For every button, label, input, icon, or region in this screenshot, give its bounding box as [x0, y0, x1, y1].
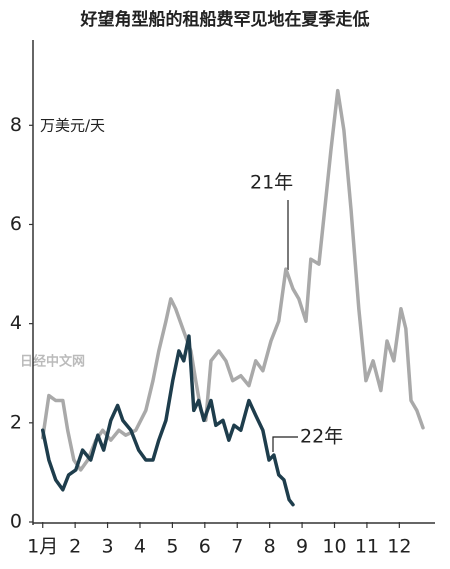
y-tick-label: 2 [10, 411, 22, 433]
y-tick-label: 0 [10, 511, 22, 533]
series-annotation: 21年 [250, 172, 293, 194]
x-tick-label: 12 [387, 536, 411, 558]
x-tick-label: 6 [199, 536, 211, 558]
x-tick-label: 8 [264, 536, 276, 558]
chart-title: 好望角型船的租船费罕见地在夏季走低 [80, 9, 370, 30]
y-axis-label: 万美元/天 [40, 117, 105, 135]
x-tick-label: 1月 [27, 536, 58, 558]
watermark: 日经中文网 [20, 354, 85, 370]
x-tick-label: 7 [231, 536, 243, 558]
annotation-leader [272, 436, 298, 452]
x-tick-label: 3 [102, 536, 114, 558]
x-tick-label: 11 [355, 536, 379, 558]
x-tick-label: 9 [296, 536, 308, 558]
series-annotation: 22年 [300, 426, 343, 448]
x-tick-label: 10 [322, 536, 346, 558]
y-tick-label: 6 [10, 213, 22, 235]
series-line [40, 334, 295, 507]
x-tick-label: 4 [134, 536, 146, 558]
x-tick-label: 2 [69, 536, 81, 558]
x-tick-label: 5 [166, 536, 178, 558]
series-line [40, 88, 425, 472]
y-tick-label: 4 [10, 312, 22, 334]
y-tick-label: 8 [10, 114, 22, 136]
